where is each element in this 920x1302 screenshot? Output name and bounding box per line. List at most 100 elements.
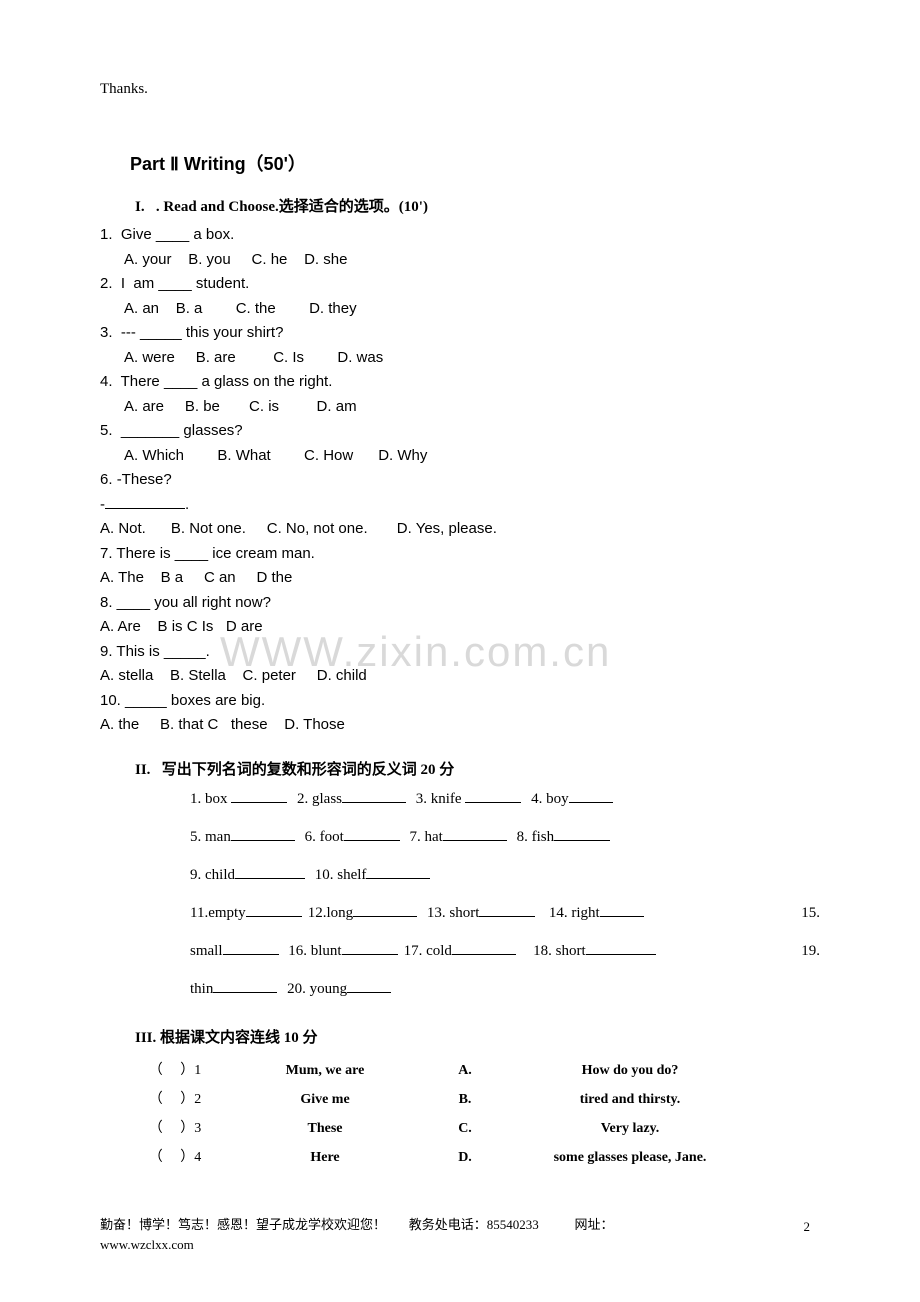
left-cell: Here	[220, 1143, 430, 1172]
q4-stem: 4. There ____ a glass on the right.	[100, 371, 820, 394]
section2-body: 1. box 2. glass 3. knife 4. boy 5. man 6…	[100, 787, 820, 1001]
blank	[344, 826, 400, 841]
sec2-row4: 11.empty12.long 13. short 14. right 15.	[190, 901, 820, 925]
section2-heading: II. 写出下列名词的复数和形容词的反义词 20 分	[135, 759, 820, 782]
blank	[443, 826, 507, 841]
q2-stem: 2. I am ____ student.	[100, 273, 820, 296]
blank	[342, 940, 398, 955]
left-cell: Mum, we are	[220, 1056, 430, 1085]
blank	[223, 940, 279, 955]
match-table: （ ）1 Mum, we are A. How do you do? （ ）2 …	[130, 1056, 760, 1172]
item: small	[190, 943, 223, 959]
item: 17. cold	[404, 943, 452, 959]
paren-cell: （ ）2	[130, 1085, 220, 1114]
q3-opts: A. were B. are C. Is D. was	[124, 347, 820, 370]
page-footer: 勤奋！博学！笃志！感恩！望子成龙学校欢迎您！ 教务处电话：85540233 网址…	[100, 1215, 820, 1254]
item: 12.long	[308, 905, 353, 921]
item: 7. hat	[410, 829, 443, 845]
letter-cell: D.	[430, 1143, 500, 1172]
sec2-row5: small 16. blunt17. cold 18. short 19.	[190, 939, 820, 963]
blank	[586, 940, 656, 955]
item: 16. blunt	[288, 943, 341, 959]
section1-body: 1. Give ____ a box. A. your B. you C. he…	[100, 224, 820, 737]
footer-line1: 勤奋！博学！笃志！感恩！望子成龙学校欢迎您！ 教务处电话：85540233 网址…	[100, 1215, 820, 1235]
row-num: 3	[194, 1121, 201, 1136]
blank	[235, 864, 305, 879]
paren-cell: （ ）1	[130, 1056, 220, 1085]
item: 9. child	[190, 867, 235, 883]
right-cell: Very lazy.	[500, 1114, 760, 1143]
left-cell: These	[220, 1114, 430, 1143]
blank	[353, 902, 417, 917]
q5-text: _______ glasses?	[121, 422, 243, 439]
blank	[213, 978, 277, 993]
right-cell: How do you do?	[500, 1056, 760, 1085]
sec3-label: III.	[135, 1030, 156, 1046]
q4-text: There ____ a glass on the right.	[121, 373, 333, 390]
section1-heading: I. . Read and Choose.选择适合的选项。(10')	[135, 196, 820, 219]
q6-text: -These?	[117, 471, 172, 488]
item: 14. right	[549, 905, 600, 921]
match-row: （ ）2 Give me B. tired and thirsty.	[130, 1085, 760, 1114]
letter-cell: C.	[430, 1114, 500, 1143]
q5-stem: 5. _______ glasses?	[100, 420, 820, 443]
q6-stem: 6. -These?	[100, 469, 820, 492]
blank	[554, 826, 610, 841]
q10-stem: 10. _____ boxes are big.	[100, 690, 820, 713]
page-number: 2	[804, 1217, 811, 1237]
q1-stem: 1. Give ____ a box.	[100, 224, 820, 247]
blank	[569, 788, 613, 803]
blank	[600, 902, 644, 917]
item: 15.	[801, 901, 820, 925]
match-row: （ ）3 These C. Very lazy.	[130, 1114, 760, 1143]
q6-num: 6.	[100, 471, 113, 488]
sec2-row6: thin 20. young	[190, 977, 820, 1001]
item: 19.	[801, 939, 820, 963]
item: 1. box	[190, 791, 228, 807]
q7-stem: 7. There is ____ ice cream man.	[100, 543, 820, 566]
sec2-row2: 5. man 6. foot 7. hat 8. fish	[190, 825, 820, 849]
item: 13. short	[427, 905, 480, 921]
q2-text: I am ____ student.	[121, 275, 249, 292]
item: thin	[190, 981, 213, 997]
item: 10. shelf	[315, 867, 367, 883]
blank	[231, 826, 295, 841]
paren-cell: （ ）3	[130, 1114, 220, 1143]
blank	[479, 902, 535, 917]
section3: III. 根据课文内容连线 10 分 （ ）1 Mum, we are A. H…	[100, 1027, 820, 1172]
q7-opts: A. The B a C an D the	[100, 567, 820, 590]
blank	[342, 788, 406, 803]
match-row: （ ）4 Here D. some glasses please, Jane.	[130, 1143, 760, 1172]
q8-opts: A. Are B is C Is D are	[100, 616, 820, 639]
q10-opts: A. the B. that C these D. Those	[100, 714, 820, 737]
blank	[246, 902, 302, 917]
blank	[366, 864, 430, 879]
item: 2. glass	[297, 791, 342, 807]
page-content: Thanks. Part Ⅱ Writing（50'） I. . Read an…	[100, 78, 820, 1172]
item: 6. foot	[305, 829, 344, 845]
sec1-title: . Read and Choose.选择适合的选项。(10')	[156, 199, 428, 215]
q4-opts: A. are B. be C. is D. am	[124, 396, 820, 419]
sec1-label: I.	[135, 199, 145, 215]
q9-stem: 9. This is _____.	[100, 641, 820, 664]
paren-cell: （ ）4	[130, 1143, 220, 1172]
sec2-row3: 9. child 10. shelf	[190, 863, 820, 887]
match-row: （ ）1 Mum, we are A. How do you do?	[130, 1056, 760, 1085]
q9-opts: A. stella B. Stella C. peter D. child	[100, 665, 820, 688]
q2-num: 2.	[100, 275, 113, 292]
right-cell: tired and thirsty.	[500, 1085, 760, 1114]
sec2-label: II.	[135, 762, 150, 778]
part-pre: Part	[130, 154, 165, 174]
q8-stem: 8. ____ you all right now?	[100, 592, 820, 615]
blank	[465, 788, 521, 803]
sec2-row1: 1. box 2. glass 3. knife 4. boy	[190, 787, 820, 811]
q5-num: 5.	[100, 422, 113, 439]
q2-opts: A. an B. a C. the D. they	[124, 298, 820, 321]
item: 4. boy	[531, 791, 569, 807]
q5-opts: A. Which B. What C. How D. Why	[124, 445, 820, 468]
q1-text: Give ____ a box.	[121, 226, 234, 243]
q3-text: --- _____ this your shirt?	[121, 324, 284, 341]
row-num: 2	[194, 1092, 201, 1107]
top-word: Thanks.	[100, 78, 820, 101]
part-post: Writing（50'）	[184, 154, 306, 174]
